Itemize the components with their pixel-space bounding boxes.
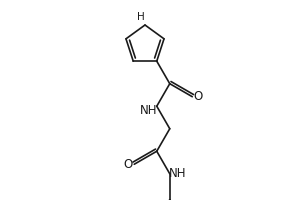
Text: O: O [194,90,203,103]
Text: H: H [137,12,145,22]
Text: NH: NH [140,104,158,117]
Text: NH: NH [169,167,187,180]
Text: O: O [124,158,133,171]
